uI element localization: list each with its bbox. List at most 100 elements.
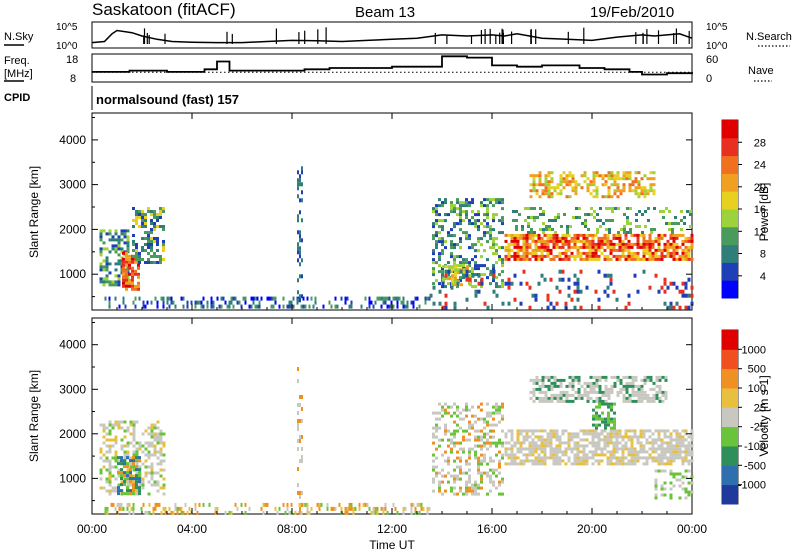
power-cell: [156, 255, 159, 258]
power-cell: [603, 233, 607, 237]
velocity-cell: [555, 444, 559, 448]
power-cell: [513, 233, 517, 237]
power-cell: [640, 177, 644, 181]
velocity-cell: [601, 411, 604, 415]
power-cell: [538, 183, 542, 187]
velocity-cell: [99, 450, 103, 454]
velocity-cell: [299, 491, 301, 495]
velocity-cell: [453, 435, 456, 439]
velocity-cell: [657, 453, 661, 457]
velocity-cell: [672, 450, 676, 454]
power-cell: [540, 236, 544, 240]
velocity-cell: [610, 420, 613, 424]
velocity-cell: [510, 462, 514, 466]
power-cell: [242, 296, 245, 301]
power-cell: [649, 186, 653, 190]
power-cell: [663, 289, 667, 294]
velocity-cell: [609, 456, 613, 460]
velocity-cell: [147, 453, 151, 457]
power-cell: [297, 170, 299, 175]
power-cell: [256, 304, 259, 309]
velocity-cell: [586, 381, 590, 385]
power-cell: [102, 268, 106, 272]
velocity-cell: [126, 441, 130, 445]
power-cell: [516, 251, 520, 255]
velocity-cell: [606, 438, 610, 442]
velocity-cell: [111, 438, 115, 442]
power-cell: [633, 273, 637, 278]
power-cell: [453, 246, 456, 250]
velocity-cell: [132, 492, 135, 496]
velocity-cell: [672, 453, 676, 457]
velocity-cell: [537, 462, 541, 466]
colorbar-tick-label: 20: [754, 182, 766, 194]
noise-series: [91, 27, 693, 44]
power-cell: [684, 251, 688, 255]
velocity-cell: [604, 375, 608, 379]
power-cell: [604, 180, 608, 184]
velocity-cell: [612, 432, 616, 436]
power-cell: [591, 251, 595, 255]
velocity-cell: [489, 489, 492, 493]
power-cell: [541, 189, 545, 193]
power-cell: [483, 234, 486, 238]
power-cell: [637, 180, 641, 184]
power-cell: [454, 283, 457, 287]
power-cell: [550, 177, 554, 181]
power-cell: [538, 195, 542, 199]
power-cell: [556, 186, 560, 190]
velocity-cell: [510, 429, 514, 433]
power-cell: [648, 251, 652, 255]
velocity-cell: [370, 510, 373, 515]
velocity-cell: [450, 441, 453, 445]
power-cell: [634, 177, 638, 181]
velocity-cell: [105, 489, 109, 493]
power-cell: [654, 251, 658, 255]
velocity-cell: [444, 459, 447, 463]
velocity-cell: [624, 444, 628, 448]
velocity-cell: [150, 477, 154, 481]
velocity-cell: [600, 459, 604, 463]
power-cell: [141, 210, 144, 213]
velocity-cell: [120, 447, 124, 451]
y-tick-label: 4000: [59, 338, 86, 352]
power-cell: [640, 192, 644, 196]
velocity-cell: [684, 475, 688, 479]
power-cell: [672, 242, 676, 246]
velocity-cell: [480, 462, 483, 466]
velocity-cell: [547, 375, 551, 379]
velocity-cell: [646, 378, 650, 382]
velocity-cell: [654, 493, 658, 497]
power-cell: [477, 281, 481, 286]
velocity-cell: [547, 387, 551, 391]
power-cell: [501, 246, 504, 250]
velocity-cell: [651, 444, 655, 448]
power-cell: [441, 228, 444, 232]
velocity-cell: [450, 414, 453, 418]
power-cell: [576, 251, 580, 255]
power-cell: [126, 235, 130, 239]
power-cell: [492, 264, 495, 268]
power-cell: [492, 228, 495, 232]
power-cell: [690, 242, 694, 246]
power-cell: [591, 239, 595, 243]
velocity-cell: [561, 429, 565, 433]
power-cell: [301, 190, 303, 195]
colorbar-swatch: [722, 209, 738, 228]
power-cell: [651, 254, 655, 258]
velocity-cell: [655, 390, 659, 394]
velocity-cell: [549, 453, 553, 457]
velocity-cell: [489, 468, 492, 472]
power-cell: [125, 275, 128, 279]
velocity-cell: [468, 432, 471, 436]
power-cell: [230, 300, 233, 305]
velocity-cell: [450, 450, 453, 454]
velocity-cell: [386, 510, 389, 515]
power-cell: [117, 253, 121, 257]
velocity-cell: [501, 441, 504, 445]
velocity-cell: [549, 435, 553, 439]
velocity-cell: [648, 429, 652, 433]
velocity-cell: [669, 456, 673, 460]
power-cell: [126, 247, 130, 251]
power-cell: [543, 277, 547, 282]
